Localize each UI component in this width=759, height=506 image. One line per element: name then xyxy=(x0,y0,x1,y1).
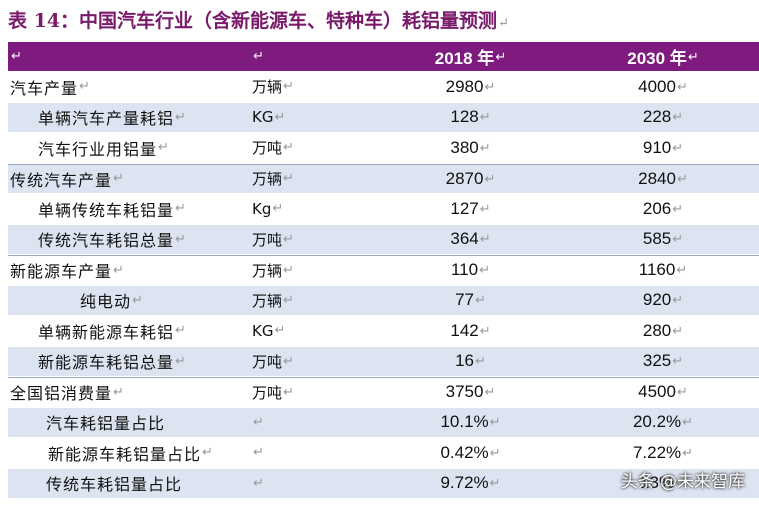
row-name: 单辆汽车产量耗铝 xyxy=(38,109,175,129)
table-row: 传统汽车产量 ↵ 万辆 ↵ 2870 ↵ 2840 ↵ xyxy=(8,163,759,194)
value-2030: 325 xyxy=(642,351,672,371)
row-name: 汽车产量 xyxy=(10,78,79,98)
table-row: 新能源车耗铝总量 ↵ 万吨 ↵ 16 ↵ 325 ↵ xyxy=(8,346,759,377)
value-2018: 142 xyxy=(450,320,479,340)
value-2030: 20.2% xyxy=(632,412,682,432)
row-name: 单辆传统车耗铝量 xyxy=(38,200,175,220)
value-2030: 228 xyxy=(642,107,672,127)
row-name: 汽车行业用铝量 xyxy=(38,139,158,159)
table-header-row: ↵ ↵ 2018 年 ↵ 2030 年 ↵ xyxy=(8,42,759,72)
value-2018: 364 xyxy=(450,229,479,249)
table-row: 传统汽车耗铝总量 ↵ 万吨 ↵ 364 ↵ 585 ↵ xyxy=(8,224,759,255)
row-unit: 万辆 xyxy=(252,291,283,310)
table-row: 单辆汽车产量耗铝 ↵ KG ↵ 128 ↵ 228 ↵ xyxy=(8,102,759,133)
forecast-table: ↵ ↵ 2018 年 ↵ 2030 年 ↵ 汽车产量 ↵ 万辆 ↵ 2980 ↵ 4000… xyxy=(8,42,759,499)
return-mark-icon: ↵ xyxy=(253,445,264,461)
value-2030: 4000 xyxy=(638,76,676,96)
return-mark-icon: ↵ xyxy=(11,49,23,64)
value-2018: 2870 xyxy=(445,168,484,188)
row-unit: KG xyxy=(252,108,274,127)
header-name-cell: ↵ xyxy=(10,42,250,71)
row-name: 新能源车产量 xyxy=(10,262,113,282)
value-2018: 0.42% xyxy=(440,442,489,462)
row-unit: 万吨 xyxy=(252,139,283,158)
value-2030: 4500 xyxy=(638,382,676,402)
table-row: 汽车产量 ↵ 万辆 ↵ 2980 ↵ 4000 ↵ xyxy=(8,72,759,103)
row-unit: 万辆 xyxy=(252,78,283,97)
table-title-text: 表 14：中国汽车行业（含新能源车、特种车）耗铝量预测 xyxy=(8,10,498,32)
table-row: 纯电动 ↵ 万辆 ↵ 77 ↵ 920 ↵ xyxy=(8,285,759,316)
value-2030: 1160 xyxy=(638,260,676,280)
value-2030: 585 xyxy=(642,229,672,249)
row-name: 传统汽车耗铝总量 xyxy=(38,231,175,251)
header-unit-cell: ↵ xyxy=(252,42,372,71)
value-2030: 206 xyxy=(642,198,672,218)
row-unit: 万吨 xyxy=(252,352,283,371)
value-2018: 16 xyxy=(455,351,474,371)
row-name: 新能源车耗铝总量 xyxy=(38,353,175,373)
value-2030: 910 xyxy=(642,137,672,157)
row-unit: 万辆 xyxy=(252,170,283,189)
value-2018: 110 xyxy=(450,260,479,280)
table-row: 传统车耗铝量占比 ↵ 9.72% ↵ 13% ↵ xyxy=(8,468,759,499)
row-name: 传统汽车产量 xyxy=(10,170,113,190)
value-2018: 77 xyxy=(455,290,474,310)
value-2018: 380 xyxy=(450,137,479,157)
row-unit: KG xyxy=(252,321,274,340)
table-row: 新能源车产量 ↵ 万辆 ↵ 110 ↵ 1160 ↵ xyxy=(8,255,759,286)
value-2018: 3750 xyxy=(445,382,484,402)
header-2018: 2018 年 ↵ xyxy=(434,48,507,69)
table-row: 新能源车耗铝量占比 ↵ ↵ 0.42% ↵ 7.22% ↵ xyxy=(8,438,759,469)
value-2018: 128 xyxy=(450,107,479,127)
value-2018: 127 xyxy=(450,198,479,218)
row-unit: 万吨 xyxy=(252,230,283,249)
row-name: 汽车耗铝量占比 xyxy=(46,414,166,434)
value-2030: 7.22% xyxy=(632,442,682,462)
return-mark-icon: ↵ xyxy=(253,414,264,430)
value-2018: 10.1% xyxy=(440,412,489,432)
table-row: 单辆传统车耗铝量 ↵ Kg ↵ 127 ↵ 206 ↵ xyxy=(8,194,759,225)
table-row: 汽车行业用铝量 ↵ 万吨 ↵ 380 ↵ 910 ↵ xyxy=(8,133,759,164)
row-unit: 万辆 xyxy=(252,261,283,280)
watermark-text: 头条 @未来智库 xyxy=(620,472,745,492)
header-2030: 2030 年 ↵ xyxy=(627,48,699,69)
value-2018: 2980 xyxy=(445,76,484,96)
row-name: 全国铝消费量 xyxy=(10,384,113,404)
table-title: 表 14：中国汽车行业（含新能源车、特种车）耗铝量预测↵ xyxy=(8,5,509,37)
value-2030: 13% xyxy=(640,473,675,493)
return-mark-icon: ↵ xyxy=(253,475,264,491)
row-name: 单辆新能源车耗铝 xyxy=(38,322,175,342)
return-mark-icon: ↵ xyxy=(498,16,509,31)
row-name: 纯电动 xyxy=(80,292,132,312)
value-2030: 920 xyxy=(642,290,672,310)
value-2018: 9.72% xyxy=(440,473,489,493)
table-row: 汽车耗铝量占比 ↵ 10.1% ↵ 20.2% ↵ xyxy=(8,407,759,438)
row-name: 新能源车耗铝量占比 xyxy=(48,444,202,464)
row-unit: 万吨 xyxy=(252,383,283,402)
value-2030: 2840 xyxy=(638,168,676,188)
table-row: 全国铝消费量 ↵ 万吨 ↵ 3750 ↵ 4500 ↵ xyxy=(8,377,759,408)
return-mark-icon: ↵ xyxy=(79,79,91,95)
value-2030: 280 xyxy=(642,320,672,340)
row-name: 传统车耗铝量占比 xyxy=(46,475,183,495)
row-unit: Kg xyxy=(252,199,272,218)
return-mark-icon: ↵ xyxy=(253,49,264,64)
table-row: 单辆新能源车耗铝 ↵ KG ↵ 142 ↵ 280 ↵ xyxy=(8,316,759,347)
